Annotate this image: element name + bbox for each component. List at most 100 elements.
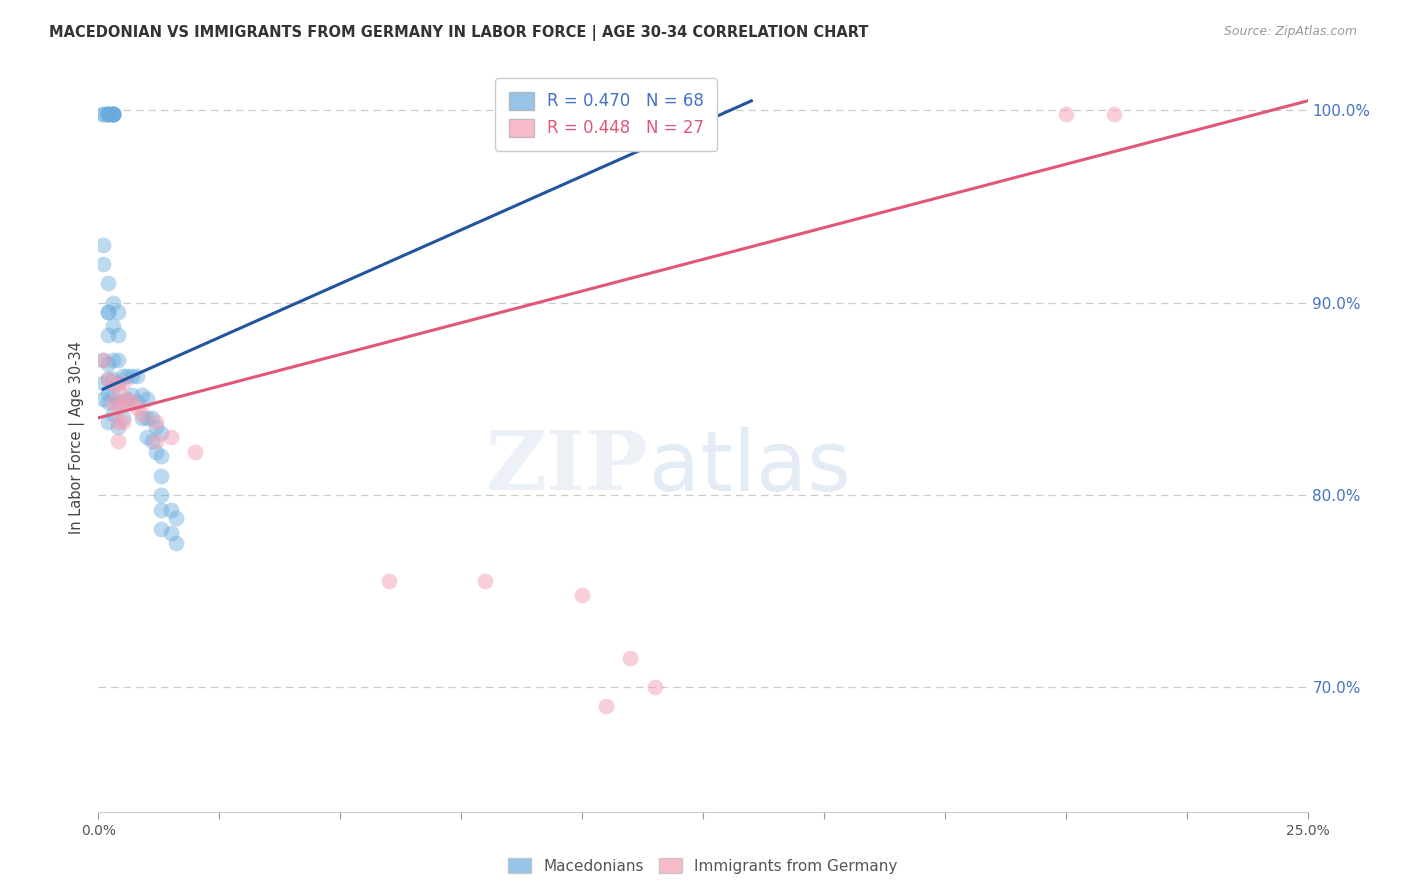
- Point: [97, 305, 120, 319]
- Point: [107, 401, 129, 416]
- Point: [131, 410, 153, 425]
- Point: [91, 353, 114, 368]
- Point: [135, 392, 157, 406]
- Legend: Macedonians, Immigrants from Germany: Macedonians, Immigrants from Germany: [502, 852, 904, 880]
- Point: [97, 107, 120, 121]
- Point: [165, 510, 187, 524]
- Point: [1054, 107, 1077, 121]
- Point: [121, 395, 143, 409]
- Point: [145, 415, 167, 429]
- Point: [595, 699, 617, 714]
- Point: [97, 107, 120, 121]
- Point: [377, 574, 399, 589]
- Point: [111, 395, 134, 409]
- Point: [111, 395, 134, 409]
- Point: [101, 376, 124, 391]
- Point: [135, 410, 157, 425]
- Point: [91, 376, 114, 391]
- Point: [117, 368, 139, 383]
- Point: [160, 503, 183, 517]
- Point: [91, 257, 114, 271]
- Point: [145, 434, 167, 448]
- Point: [91, 238, 114, 252]
- Point: [107, 382, 129, 396]
- Legend: R = 0.470   N = 68, R = 0.448   N = 27: R = 0.470 N = 68, R = 0.448 N = 27: [495, 78, 717, 151]
- Point: [97, 395, 120, 409]
- Point: [101, 107, 124, 121]
- Point: [107, 395, 129, 409]
- Point: [121, 368, 143, 383]
- Point: [111, 410, 134, 425]
- Point: [131, 407, 153, 421]
- Point: [135, 430, 157, 444]
- Point: [91, 353, 114, 368]
- Point: [101, 353, 124, 368]
- Point: [145, 420, 167, 434]
- Point: [97, 372, 120, 386]
- Point: [101, 107, 124, 121]
- Y-axis label: In Labor Force | Age 30-34: In Labor Force | Age 30-34: [69, 341, 84, 533]
- Point: [97, 385, 120, 400]
- Point: [107, 420, 129, 434]
- Point: [97, 107, 120, 121]
- Point: [97, 357, 120, 371]
- Point: [160, 526, 183, 541]
- Point: [101, 107, 124, 121]
- Point: [101, 107, 124, 121]
- Point: [644, 680, 666, 694]
- Point: [101, 295, 124, 310]
- Point: [121, 388, 143, 402]
- Point: [97, 415, 120, 429]
- Point: [101, 318, 124, 333]
- Point: [150, 503, 173, 517]
- Text: MACEDONIAN VS IMMIGRANTS FROM GERMANY IN LABOR FORCE | AGE 30-34 CORRELATION CHA: MACEDONIAN VS IMMIGRANTS FROM GERMANY IN…: [49, 25, 869, 41]
- Text: Source: ZipAtlas.com: Source: ZipAtlas.com: [1223, 25, 1357, 38]
- Point: [1102, 107, 1125, 121]
- Point: [97, 107, 120, 121]
- Point: [150, 468, 173, 483]
- Point: [111, 376, 134, 391]
- Point: [474, 574, 496, 589]
- Point: [97, 372, 120, 386]
- Text: ZIP: ZIP: [486, 427, 648, 507]
- Point: [97, 277, 120, 291]
- Point: [131, 388, 153, 402]
- Point: [101, 107, 124, 121]
- Point: [160, 430, 183, 444]
- Point: [101, 372, 124, 386]
- Point: [107, 415, 129, 429]
- Text: atlas: atlas: [648, 426, 851, 508]
- Point: [101, 107, 124, 121]
- Point: [117, 392, 139, 406]
- Point: [107, 305, 129, 319]
- Point: [117, 392, 139, 406]
- Point: [107, 328, 129, 343]
- Point: [101, 388, 124, 402]
- Point: [101, 407, 124, 421]
- Point: [150, 450, 173, 464]
- Point: [127, 401, 149, 416]
- Point: [111, 415, 134, 429]
- Point: [91, 107, 114, 121]
- Point: [107, 376, 129, 391]
- Point: [107, 353, 129, 368]
- Point: [184, 445, 207, 459]
- Point: [101, 395, 124, 409]
- Point: [141, 434, 163, 448]
- Point: [619, 651, 641, 665]
- Point: [127, 395, 149, 409]
- Point: [127, 368, 149, 383]
- Point: [571, 588, 593, 602]
- Point: [150, 522, 173, 536]
- Point: [111, 368, 134, 383]
- Point: [150, 426, 173, 441]
- Point: [97, 107, 120, 121]
- Point: [141, 410, 163, 425]
- Point: [91, 392, 114, 406]
- Point: [97, 328, 120, 343]
- Point: [107, 434, 129, 448]
- Point: [97, 305, 120, 319]
- Point: [145, 445, 167, 459]
- Point: [150, 488, 173, 502]
- Point: [165, 535, 187, 549]
